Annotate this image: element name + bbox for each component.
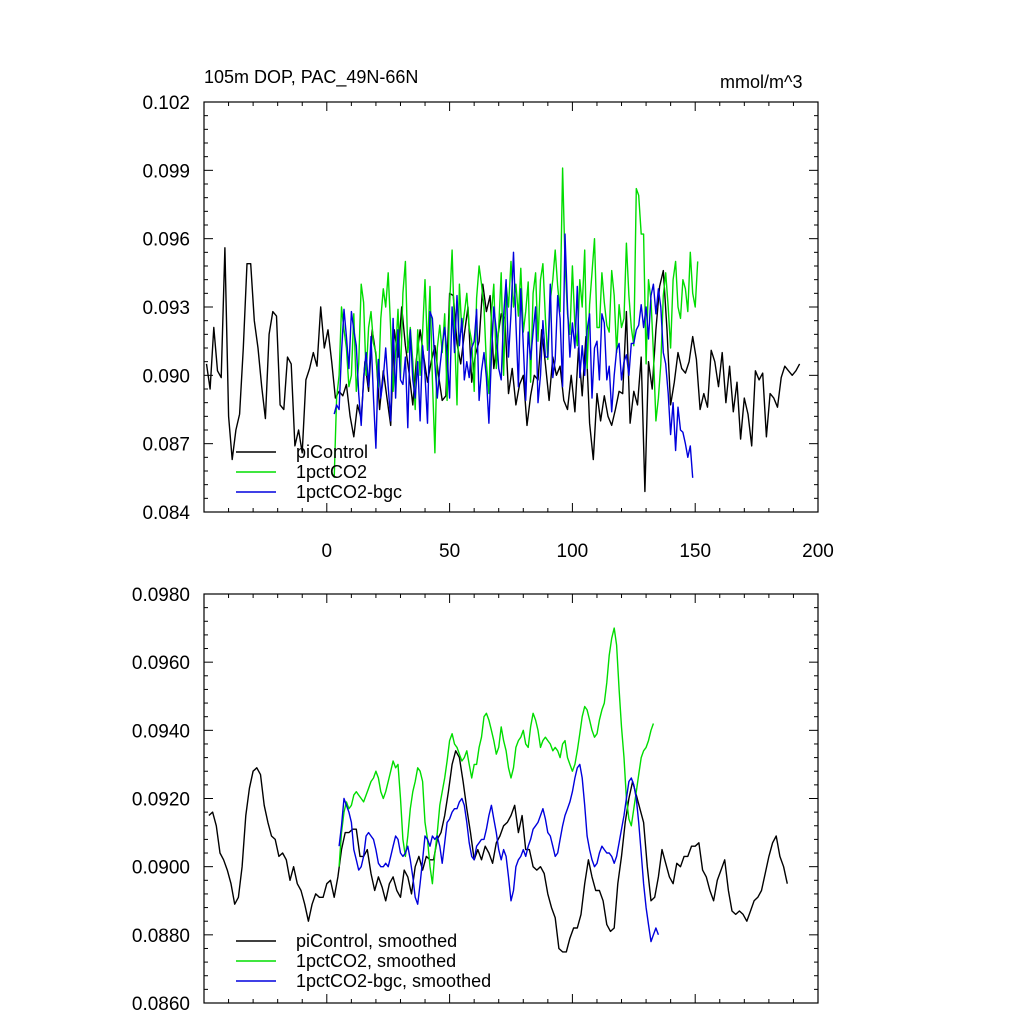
y-tick-label: 0.0920 [132, 790, 190, 811]
y-tick-label: 0.087 [142, 435, 190, 456]
x-tick-label: 150 [679, 541, 711, 562]
panel-bottom: 0.0860 0.0880 0.0900 0.0920 0.0940 0.0960 0.09… [132, 585, 819, 1015]
legend-label: 1pctCO2, smoothed [296, 951, 456, 971]
y-tick-label: 0.0860 [132, 994, 190, 1015]
y-tick-label: 0.0960 [132, 653, 190, 674]
legend-label: piControl [296, 442, 368, 462]
series-line-picontrol-smoothed [208, 750, 788, 953]
y-tick-label: 0.096 [142, 230, 190, 251]
series-line-1pctco2-bgc [333, 233, 694, 478]
y-tick-label: 0.0900 [132, 858, 190, 879]
y-tick-label: 0.0880 [132, 926, 190, 947]
y-tick-label: 0.102 [142, 93, 190, 114]
x-tick-label: 0 [322, 541, 333, 562]
series-line-1pctco2-bgc-smoothed [338, 763, 660, 943]
x-tick-label: 200 [802, 541, 834, 562]
y-tick-label: 0.090 [142, 366, 190, 387]
legend-label: piControl, smoothed [296, 931, 457, 951]
chart-title: 105m DOP, PAC_49N-66N [204, 67, 418, 88]
y-tick-label: 0.0980 [132, 585, 190, 606]
y-tick-label: 0.084 [142, 503, 190, 524]
y-tick-label: 0.0940 [132, 721, 190, 742]
series-line-1pctco2-smoothed [338, 627, 655, 885]
x-tick-label: 50 [439, 541, 460, 562]
legend-label: 1pctCO2-bgc, smoothed [296, 971, 491, 991]
y-tick-label: 0.093 [142, 298, 190, 319]
legend-label: 1pctCO2-bgc [296, 482, 402, 502]
y-tick-label: 0.099 [142, 161, 190, 182]
units-label: mmol/m^3 [720, 72, 802, 92]
panel-top: 0.084 0.087 0.090 0.093 0.096 0.099 0.102 0 50 10… [142, 67, 833, 562]
x-tick-label: 100 [557, 541, 589, 562]
legend-label: 1pctCO2 [296, 462, 367, 482]
